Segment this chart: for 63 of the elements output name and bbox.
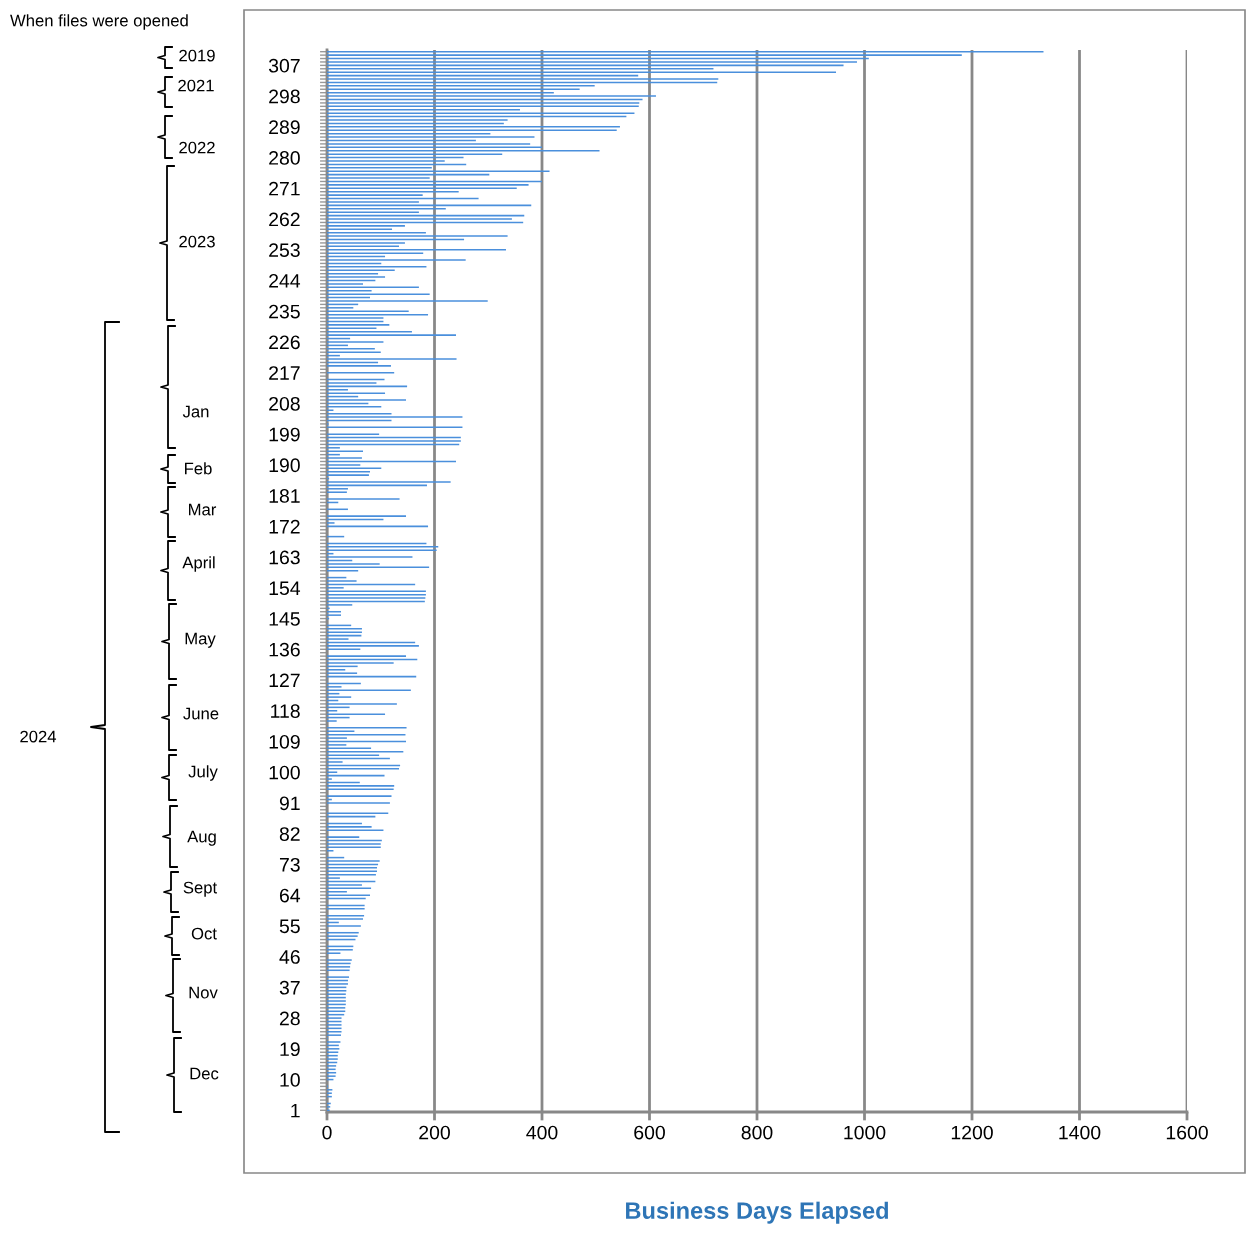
y-tick-label: 64 (279, 888, 301, 903)
x-tick-label: 600 (634, 1125, 665, 1140)
text: July (188, 765, 218, 781)
y-tick-label: 253 (269, 243, 300, 257)
text: When files were opened (10, 14, 188, 30)
y-tick-label: 244 (269, 273, 301, 288)
y-tick-label: 226 (269, 335, 300, 350)
x-tick-label: 800 (741, 1125, 773, 1140)
text: May (185, 632, 216, 648)
y-tick-label: 208 (269, 396, 300, 411)
text: Dec (190, 1067, 219, 1080)
text: 2023 (179, 235, 215, 248)
y-tick-label: 73 (279, 857, 300, 872)
y-tick-label: 280 (269, 151, 300, 165)
text: Nov (189, 986, 218, 999)
y-tick-label: 271 (269, 181, 300, 196)
x-tick-label: 0 (322, 1125, 332, 1140)
text: Feb (185, 462, 212, 475)
text: 2022 (179, 141, 215, 154)
x-tick-label: 200 (419, 1125, 450, 1140)
y-tick-label: 307 (268, 58, 300, 73)
y-tick-label: 217 (269, 366, 300, 380)
y-tick-label: 235 (269, 304, 300, 319)
y-tick-label: 46 (279, 950, 300, 964)
y-tick-label: 37 (279, 980, 300, 995)
y-tick-label: 289 (269, 120, 300, 135)
text: 2024 (20, 730, 57, 743)
text: Oct (191, 927, 217, 940)
x-tick-label: 1400 (1059, 1125, 1101, 1140)
y-tick-label: 298 (269, 89, 300, 104)
y-tick-label: 82 (279, 827, 300, 841)
y-tick-label: 154 (269, 581, 301, 596)
y-tick-label: 181 (269, 489, 300, 503)
y-tick-label: 190 (269, 458, 300, 473)
y-tick-label: 28 (279, 1011, 300, 1026)
text: Aug (187, 830, 216, 846)
text: Jan (182, 405, 209, 418)
y-tick-label: 127 (269, 673, 300, 688)
text: Sept (183, 881, 218, 897)
x-tick-label: 400 (526, 1125, 558, 1140)
x-tick-label: 1000 (844, 1125, 886, 1140)
text: Mar (189, 503, 217, 516)
text: April (182, 556, 215, 572)
x-axis-title: Business Days Elapsed (626, 1201, 888, 1224)
y-tick-label: 172 (269, 519, 300, 534)
x-tick-label: 1600 (1166, 1125, 1208, 1140)
y-tick-label: 109 (269, 734, 300, 749)
y-tick-label: 136 (269, 642, 300, 657)
y-tick-label: 262 (269, 212, 300, 227)
y-tick-label: 1 (291, 1103, 300, 1118)
text: 2021 (178, 79, 214, 92)
y-tick-label: 199 (269, 427, 300, 442)
text: June (183, 707, 219, 720)
y-tick-label: 91 (279, 796, 300, 811)
x-tick-label: 1200 (951, 1125, 993, 1140)
y-tick-label: 163 (269, 550, 300, 565)
y-tick-label: 145 (269, 612, 300, 626)
y-tick-label: 100 (269, 765, 300, 780)
text: 2019 (179, 49, 215, 62)
y-tick-label: 55 (279, 919, 300, 934)
y-tick-label: 10 (280, 1073, 300, 1087)
y-tick-label: 19 (280, 1042, 300, 1057)
y-tick-label: 118 (271, 704, 300, 718)
